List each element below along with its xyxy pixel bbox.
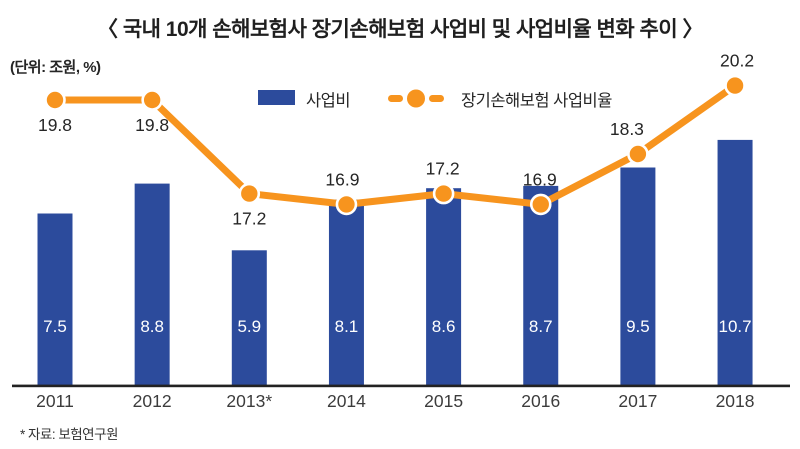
x-tick-label: 2014 bbox=[327, 391, 366, 411]
bar-2013* bbox=[231, 250, 267, 386]
line-point-2018 bbox=[724, 74, 746, 97]
line-point-2017 bbox=[627, 143, 649, 165]
bar-2016 bbox=[523, 185, 559, 386]
x-tick-label: 2017 bbox=[618, 391, 657, 411]
bar-value-label: 10.7 bbox=[719, 317, 752, 336]
legend-line-label: 장기손해보험 사업비율 bbox=[461, 92, 612, 110]
line-point-2014 bbox=[335, 193, 358, 216]
bar-2011 bbox=[37, 213, 73, 386]
chart-title: 〈 국내 10개 손해보험사 장기손해보험 사업비 및 사업비율 변화 추이 〉 bbox=[96, 18, 704, 41]
bar-2018 bbox=[717, 139, 753, 386]
line-point-2016 bbox=[529, 193, 552, 216]
line-value-label: 17.2 bbox=[426, 159, 460, 179]
line-value-label: 17.2 bbox=[232, 209, 266, 229]
line-value-label: 20.2 bbox=[720, 51, 754, 71]
line-point-2015 bbox=[432, 182, 455, 205]
bar-2017 bbox=[620, 167, 656, 386]
legend-bar-label: 사업비 bbox=[306, 92, 351, 110]
line-value-label: 19.8 bbox=[135, 115, 169, 135]
legend-bar-swatch-icon bbox=[258, 90, 295, 105]
line-value-label: 19.8 bbox=[38, 115, 72, 135]
line-point-2011 bbox=[44, 89, 66, 111]
x-tick-label: 2016 bbox=[521, 391, 560, 411]
x-tick-label: 2012 bbox=[133, 391, 172, 411]
x-axis-line bbox=[12, 384, 790, 388]
bar-2012 bbox=[134, 183, 170, 386]
x-tick-label: 2011 bbox=[36, 391, 74, 411]
line-value-label: 16.9 bbox=[523, 169, 557, 189]
x-tick-label: 2015 bbox=[424, 391, 463, 411]
bar-value-label: 8.1 bbox=[335, 317, 359, 336]
x-tick-label: 2013* bbox=[226, 391, 272, 411]
x-tick-label: 2018 bbox=[716, 391, 755, 411]
line-point-2013* bbox=[238, 182, 261, 205]
bar-value-label: 8.7 bbox=[529, 317, 553, 336]
source-note: * 자료: 보험연구원 bbox=[20, 427, 118, 442]
line-point-2012 bbox=[141, 89, 163, 111]
bar-value-label: 9.5 bbox=[626, 317, 650, 336]
bar-value-label: 8.6 bbox=[432, 317, 456, 336]
bar-2015 bbox=[426, 188, 462, 386]
bar-value-label: 5.9 bbox=[237, 317, 261, 336]
legend-line-marker-icon bbox=[388, 89, 444, 108]
bar-value-label: 8.8 bbox=[140, 317, 164, 336]
line-value-label: 16.9 bbox=[325, 169, 359, 189]
unit-label: (단위: 조원, %) bbox=[10, 59, 101, 76]
line-value-label: 18.3 bbox=[610, 119, 644, 139]
bar-2014 bbox=[328, 199, 364, 386]
ratio-line bbox=[51, 82, 739, 208]
bar-value-label: 7.5 bbox=[43, 317, 67, 336]
